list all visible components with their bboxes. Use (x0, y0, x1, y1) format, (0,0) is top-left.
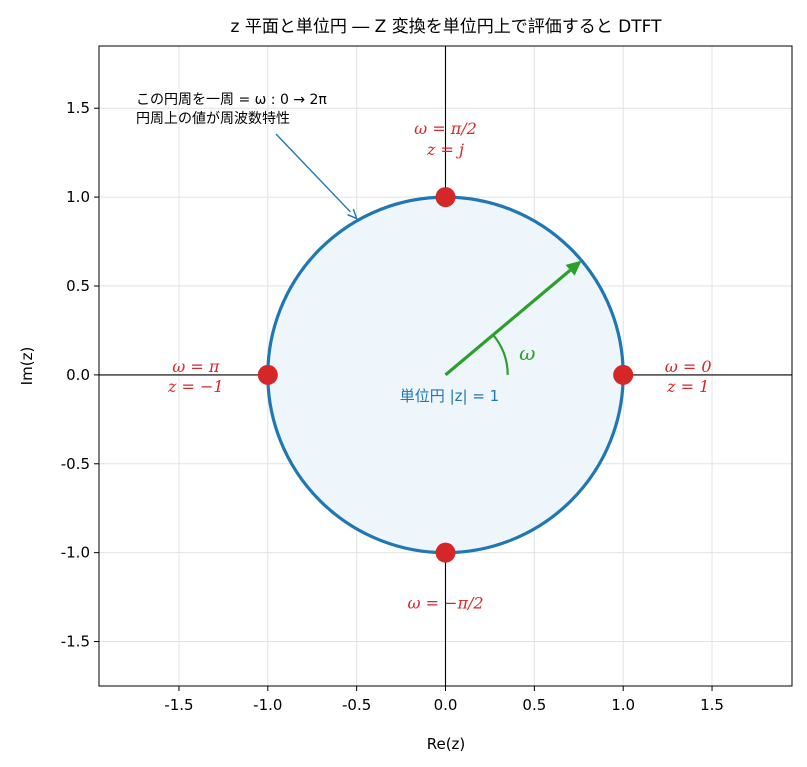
unit-circle-label: 単位円 |z| = 1 (400, 387, 499, 405)
annotation-group: この円周を一周 = ω : 0 → 2π 円周上の値が周波数特性 (136, 92, 358, 220)
omega-arrow-head (565, 260, 582, 276)
y-tick-label-2: -0.5 (61, 455, 90, 473)
y-ticks: -1.5 -1.0 -0.5 0.0 0.5 1.0 1.5 (61, 99, 99, 651)
point-omega-label-3: ω = −π/2 (407, 594, 483, 613)
x-tick-label-1: -1.0 (253, 696, 282, 714)
x-ticks: -1.5 -1.0 -0.5 0.0 0.5 1.0 1.5 (164, 686, 724, 714)
point-omega-label-0: ω = 0 (665, 357, 712, 376)
y-tick-label-0: -1.5 (61, 633, 90, 651)
omega-angle-label: ω (519, 341, 535, 365)
x-tick-label-6: 1.5 (700, 696, 724, 714)
annotation-text-line-0: この円周を一周 = ω : 0 → 2π (136, 92, 327, 108)
point-z-label-2: z = −1 (167, 377, 224, 396)
point-marker-3 (435, 542, 456, 563)
point-omega-label-2: ω = π (172, 357, 220, 376)
chart-title: z 平面と単位円 ― Z 変換を単位円上で評価すると DTFT (231, 17, 663, 37)
point-z-label-0: z = 1 (666, 377, 709, 396)
y-tick-label-3: 0.0 (66, 366, 90, 384)
omega-arrow-group: ω (444, 260, 582, 377)
point-marker-0 (613, 364, 634, 385)
points-group (257, 187, 634, 563)
annotation-arrow-line (275, 133, 351, 213)
unit-circle (266, 195, 625, 555)
x-tick-label-0: -1.5 (164, 696, 193, 714)
omega-arrow-shaft (444, 269, 572, 377)
point-marker-2 (257, 364, 278, 385)
point-labels-group: ω = 0z = 1 ω = π/2 z = j ω = πz = −1 ω = −π/… (167, 119, 712, 613)
point-z-label-1: z = j (426, 140, 464, 159)
x-tick-label-5: 1.0 (611, 696, 635, 714)
y-tick-label-4: 0.5 (66, 277, 90, 295)
x-tick-label-4: 0.5 (522, 696, 546, 714)
y-tick-label-1: -1.0 (61, 544, 90, 562)
y-tick-label-5: 1.0 (66, 188, 90, 206)
annotation-arrow-head (347, 208, 358, 220)
point-omega-label-1: ω = π/2 (414, 119, 477, 138)
point-marker-1 (435, 187, 456, 208)
y-axis-label: Im(z) (18, 347, 36, 386)
y-tick-label-6: 1.5 (66, 99, 90, 117)
x-tick-label-2: -0.5 (342, 696, 371, 714)
unit-circle-group: 単位円 |z| = 1 (266, 195, 625, 555)
x-tick-label-3: 0.0 (434, 696, 458, 714)
omega-angle-arc (492, 334, 509, 375)
annotation-text-line-1: 円周上の値が周波数特性 (136, 111, 290, 127)
x-axis-label: Re(z) (427, 735, 466, 753)
